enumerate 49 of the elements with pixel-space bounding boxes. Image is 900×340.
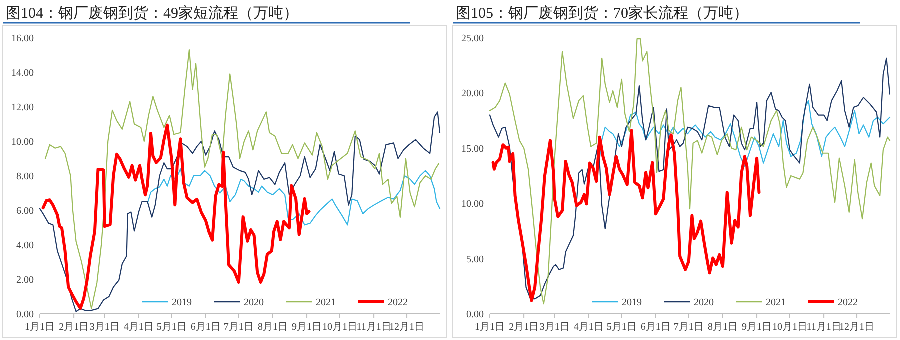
- x-tick-label: 12月1日: [390, 322, 425, 333]
- chart-title: 图105：钢厂废钢到货：70家长流程（万吨）: [456, 5, 748, 22]
- legend-label: 2020: [694, 298, 714, 308]
- x-tick-label: 11月1日: [806, 322, 842, 333]
- y-tick-label: 2.00: [16, 275, 34, 286]
- x-tick-label: 3月1日: [540, 322, 570, 333]
- y-tick-label: 4.00: [16, 240, 34, 252]
- chart-title: 图104：钢厂废钢到货：49家短流程（万吨）: [6, 5, 298, 22]
- x-tick-label: 8月1日: [708, 322, 738, 333]
- x-tick-label: 7月1日: [674, 322, 704, 333]
- y-tick-label: 20.00: [462, 88, 484, 100]
- legend-label: 2021: [766, 298, 786, 308]
- x-tick-label: 9月1日: [742, 322, 772, 333]
- x-tick-label: 9月1日: [292, 322, 322, 333]
- x-tick-label: 7月1日: [224, 322, 254, 333]
- x-tick-label: 10月1日: [322, 322, 358, 333]
- x-tick-label: 12月1日: [840, 322, 875, 333]
- legend-label: 2022: [388, 298, 408, 308]
- legend-label: 2022: [838, 298, 858, 308]
- y-tick-label: 8.00: [16, 172, 34, 182]
- x-tick-label: 2月1日: [509, 322, 540, 333]
- y-tick-label: 0.00: [466, 310, 484, 320]
- x-tick-label: 10月1日: [772, 322, 808, 333]
- x-tick-label: 5月1日: [606, 322, 637, 333]
- x-tick-label: 6月1日: [190, 322, 221, 333]
- legend-label: 2019: [172, 298, 192, 308]
- y-tick-label: 10.00: [462, 199, 484, 210]
- y-tick-label: 14.00: [12, 68, 34, 79]
- y-tick-label: 25.00: [462, 34, 484, 44]
- x-tick-label: 3月1日: [90, 322, 120, 333]
- y-tick-label: 5.00: [466, 254, 484, 266]
- x-tick-label: 2月1日: [59, 322, 90, 333]
- y-tick-label: 12.00: [12, 102, 34, 114]
- legend-label: 2020: [244, 298, 264, 308]
- legend-label: 2021: [316, 298, 336, 308]
- y-tick-label: 6.00: [16, 206, 34, 217]
- y-tick-label: 10.00: [12, 137, 34, 148]
- x-tick-label: 4月1日: [574, 322, 604, 333]
- y-tick-label: 16.00: [12, 34, 34, 44]
- x-tick-label: 11月1日: [356, 322, 392, 333]
- legend-label: 2019: [622, 298, 642, 308]
- y-tick-label: 15.00: [462, 144, 484, 155]
- x-tick-label: 8月1日: [258, 322, 288, 333]
- y-tick-label: 0.00: [16, 310, 34, 320]
- x-tick-label: 5月1日: [156, 322, 187, 333]
- x-tick-label: 4月1日: [124, 322, 154, 333]
- x-tick-label: 1月1日: [475, 322, 505, 333]
- x-tick-label: 6月1日: [640, 322, 671, 333]
- x-tick-label: 1月1日: [25, 322, 55, 333]
